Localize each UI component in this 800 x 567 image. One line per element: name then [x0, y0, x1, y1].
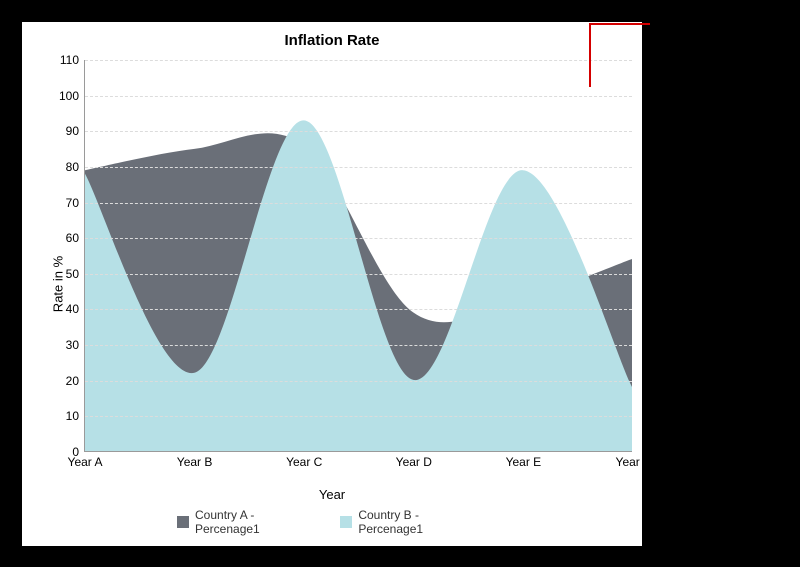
y-tick-label: 90	[66, 124, 79, 138]
x-tick-label: Year D	[396, 455, 432, 469]
chart-panel: Inflation Rate Rate in % Year 0102030405…	[22, 22, 642, 546]
y-tick-label: 20	[66, 374, 79, 388]
area-chart-svg	[85, 60, 632, 451]
legend-item-country-b[interactable]: Country B - Percenage1	[340, 508, 487, 536]
gridline	[85, 203, 632, 204]
y-tick-label: 40	[66, 302, 79, 316]
gridline	[85, 274, 632, 275]
chart-title: Inflation Rate	[22, 22, 642, 49]
gridline	[85, 381, 632, 382]
y-tick-label: 70	[66, 196, 79, 210]
y-tick-label: 100	[59, 89, 79, 103]
gridline	[85, 96, 632, 97]
y-tick-label: 50	[66, 267, 79, 281]
gridline	[85, 309, 632, 310]
y-tick-label: 30	[66, 338, 79, 352]
legend-swatch-a	[177, 516, 189, 528]
x-tick-label: Year C	[286, 455, 322, 469]
gridline	[85, 167, 632, 168]
legend-label-b: Country B - Percenage1	[358, 508, 487, 536]
y-tick-label: 110	[60, 53, 79, 67]
gridline	[85, 345, 632, 346]
y-tick-label: 80	[66, 160, 79, 174]
y-tick-label: 60	[66, 231, 79, 245]
gridline	[85, 60, 632, 61]
x-tick-label: Year A	[68, 455, 103, 469]
legend-item-country-a[interactable]: Country A - Percenage1	[177, 508, 322, 536]
gridline	[85, 416, 632, 417]
gridline	[85, 238, 632, 239]
legend-label-a: Country A - Percenage1	[195, 508, 322, 536]
gridline	[85, 131, 632, 132]
x-tick-label: Year E	[506, 455, 542, 469]
x-axis-title: Year	[319, 487, 345, 502]
y-tick-label: 10	[66, 409, 79, 423]
legend: Country A - Percenage1 Country B - Perce…	[177, 508, 487, 536]
x-tick-label: Year B	[177, 455, 213, 469]
legend-swatch-b	[340, 516, 352, 528]
y-axis-title: Rate in %	[51, 256, 66, 312]
plot-area: 0102030405060708090100110Year AYear BYea…	[84, 60, 632, 452]
x-tick-label: Year F	[616, 455, 651, 469]
